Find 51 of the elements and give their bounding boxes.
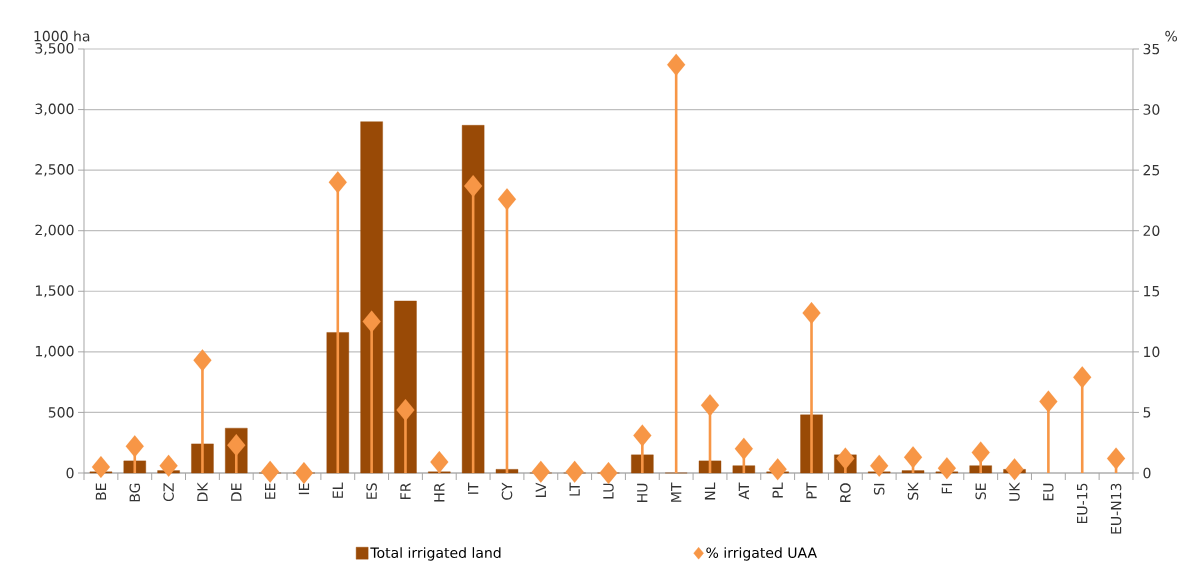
x-tick-label: FI	[941, 483, 952, 494]
x-tick-label: DK	[197, 482, 208, 502]
x-tick-label: ES	[366, 483, 377, 499]
y-tick-label: 2,000	[35, 224, 74, 237]
y-tick-label: 1,000	[35, 345, 74, 358]
y-tick-label: 1,500	[35, 285, 74, 298]
x-tick-label: NL	[704, 482, 716, 500]
x-tick-label: SE	[975, 483, 987, 500]
x-tick-label: BE	[95, 483, 107, 500]
y2-tick-label: 5	[1143, 407, 1151, 418]
x-tick-label: EU	[1043, 483, 1054, 501]
y2-tick-label: 20	[1143, 225, 1160, 236]
x-tick-label: CZ	[163, 483, 174, 502]
x-tick-label: IE	[298, 483, 310, 495]
x-tick-label: BG	[129, 483, 141, 502]
x-tick-label: IT	[468, 482, 479, 494]
x-tick-label: EE	[265, 483, 276, 499]
x-tick-label: EU-N13	[1110, 483, 1122, 534]
x-tick-label: CY	[501, 482, 513, 500]
x-tick-label: EL	[332, 482, 343, 498]
legend-label: % irrigated UAA	[706, 547, 817, 561]
x-tick-label: EU-15	[1077, 483, 1088, 524]
x-tick-label: RO	[840, 483, 851, 502]
y-tick-label: 3,500	[35, 42, 74, 55]
x-tick-label: AT	[738, 482, 749, 500]
x-tick-label: MT	[671, 482, 682, 502]
y2-tick-label: 15	[1144, 286, 1160, 297]
y-tick-label: 2,500	[35, 164, 74, 177]
y2-tick-label: 25	[1143, 164, 1160, 176]
y-axis-title: 1000 ha	[34, 30, 90, 42]
x-tick-label: LU	[603, 483, 614, 499]
x-tick-label: FR	[400, 482, 411, 499]
x-tick-label: HR	[434, 482, 445, 502]
x-tick-label: LT	[569, 482, 580, 496]
x-tick-label: HU	[637, 483, 648, 502]
y-tick-label: 500	[48, 407, 74, 418]
y2-tick-label: 30	[1143, 104, 1160, 115]
y2-tick-label: 0	[1143, 467, 1151, 479]
y-tick-label: 3,000	[35, 103, 74, 116]
x-tick-label: DE	[231, 483, 242, 501]
legend-label: Total irrigated land	[370, 547, 501, 561]
y2-tick-label: 10	[1144, 346, 1160, 358]
x-tick-label: LV	[535, 482, 546, 497]
x-tick-label: UK	[1009, 482, 1020, 501]
y2-tick-label: 35	[1143, 43, 1160, 55]
y-tick-label: 0	[66, 467, 74, 479]
x-tick-label: PL	[772, 482, 783, 498]
x-tick-label: PT	[806, 482, 817, 499]
x-tick-label: SK	[907, 482, 919, 500]
y2-axis-title: %	[1165, 30, 1178, 42]
x-tick-label: SI	[873, 483, 885, 495]
